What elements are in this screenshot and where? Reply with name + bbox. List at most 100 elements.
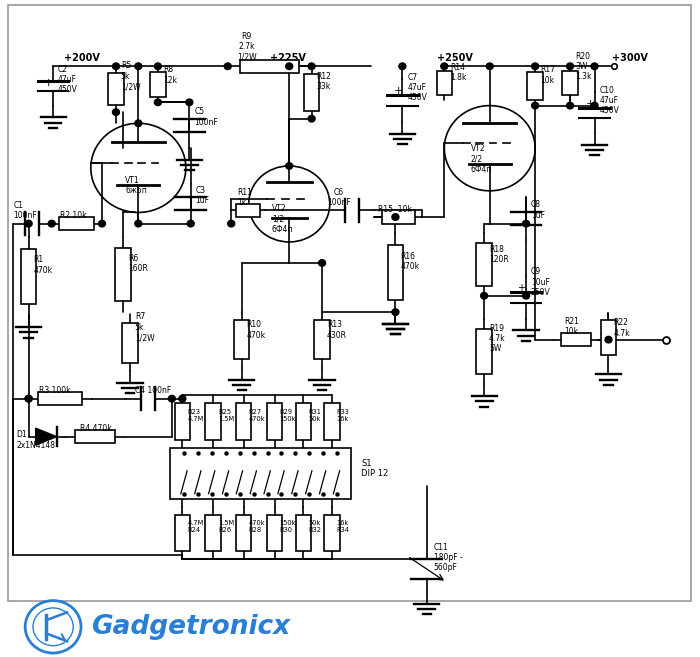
Text: +200V: +200V — [64, 53, 99, 63]
Text: C9
10uF
250V: C9 10uF 250V — [531, 267, 551, 297]
Circle shape — [308, 116, 315, 122]
Circle shape — [155, 99, 162, 106]
Text: 1.5M
R26: 1.5M R26 — [218, 520, 234, 533]
Circle shape — [113, 63, 120, 70]
Bar — [60, 217, 94, 230]
Text: 16k
R34: 16k R34 — [337, 520, 350, 533]
Circle shape — [566, 102, 573, 109]
Bar — [150, 72, 166, 97]
Polygon shape — [36, 428, 57, 445]
Circle shape — [99, 220, 106, 227]
Bar — [324, 403, 340, 440]
Circle shape — [25, 396, 32, 402]
Bar — [205, 403, 220, 440]
Circle shape — [591, 102, 598, 109]
Text: R12
33k: R12 33k — [316, 72, 331, 91]
Bar — [76, 430, 115, 443]
Text: R22
4.7k: R22 4.7k — [613, 318, 630, 338]
Circle shape — [25, 600, 81, 653]
Bar — [171, 448, 351, 499]
Text: C10
47uF
450V: C10 47uF 450V — [599, 85, 620, 116]
Bar — [561, 333, 592, 346]
Text: R5
5k
1/2W: R5 5k 1/2W — [121, 61, 141, 91]
Text: R20
3W
1.3k: R20 3W 1.3k — [575, 51, 592, 81]
Text: R2 10k: R2 10k — [60, 212, 87, 220]
Text: C3
1uF: C3 1uF — [195, 186, 209, 205]
Circle shape — [399, 63, 406, 70]
Circle shape — [135, 63, 142, 70]
Bar — [314, 321, 330, 359]
Text: R33
16k: R33 16k — [337, 409, 349, 422]
Text: S1
DIP 12: S1 DIP 12 — [361, 459, 388, 478]
Circle shape — [135, 120, 142, 127]
Text: R3 100k: R3 100k — [39, 386, 71, 396]
Bar — [122, 323, 138, 363]
Bar — [108, 73, 124, 105]
Text: C4 100nF: C4 100nF — [135, 386, 171, 396]
Bar — [388, 245, 403, 300]
Text: +225V: +225V — [270, 53, 305, 63]
Text: 4.7M
R24: 4.7M R24 — [187, 520, 204, 533]
Circle shape — [318, 260, 326, 266]
Text: VT2
1/2
6Ф4п: VT2 1/2 6Ф4п — [272, 204, 293, 234]
Circle shape — [523, 220, 529, 227]
Bar — [236, 514, 251, 551]
Text: +: + — [585, 99, 595, 108]
Text: R25
1.5M: R25 1.5M — [218, 409, 234, 422]
Circle shape — [25, 396, 32, 402]
Text: VT1
6ж5п: VT1 6ж5п — [125, 176, 147, 195]
Bar — [527, 72, 542, 100]
Text: +: + — [44, 78, 53, 87]
Text: R14
1.8k: R14 1.8k — [450, 62, 466, 82]
Bar — [205, 514, 220, 551]
Bar — [437, 72, 452, 95]
Text: Gadgetronicx: Gadgetronicx — [92, 614, 290, 640]
Bar — [21, 248, 36, 304]
Circle shape — [566, 63, 573, 70]
Text: R31
50k: R31 50k — [308, 409, 321, 422]
Text: C7
47uF
450V: C7 47uF 450V — [407, 72, 427, 102]
Text: 50k
R32: 50k R32 — [308, 520, 321, 533]
Circle shape — [25, 220, 32, 227]
Bar — [601, 320, 616, 355]
Circle shape — [187, 220, 194, 227]
Circle shape — [248, 166, 330, 242]
Text: C2
47uF
450V: C2 47uF 450V — [58, 64, 78, 95]
Bar — [295, 514, 311, 551]
Circle shape — [486, 63, 493, 70]
Circle shape — [605, 336, 612, 343]
Text: R8
12k: R8 12k — [163, 65, 177, 85]
Circle shape — [531, 102, 538, 109]
Text: C8
1uF: C8 1uF — [531, 200, 545, 219]
Circle shape — [392, 309, 399, 315]
Text: VT2
2/2
6Ф4п: VT2 2/2 6Ф4п — [471, 144, 492, 173]
Circle shape — [444, 106, 535, 191]
Text: D1
2x1N4148: D1 2x1N4148 — [16, 430, 55, 450]
Circle shape — [523, 292, 529, 299]
Circle shape — [308, 63, 315, 70]
Text: R23
4.7M: R23 4.7M — [187, 409, 204, 422]
Circle shape — [91, 124, 186, 212]
Circle shape — [228, 220, 234, 227]
Bar — [236, 403, 251, 440]
Text: R19
4.7k
5W: R19 4.7k 5W — [489, 324, 505, 353]
Text: 470k
R28: 470k R28 — [248, 520, 265, 533]
Circle shape — [286, 63, 293, 70]
Circle shape — [113, 109, 120, 116]
Bar — [267, 403, 282, 440]
Text: 150k
R30: 150k R30 — [279, 520, 296, 533]
Text: +: + — [393, 86, 402, 96]
Circle shape — [286, 163, 293, 170]
Text: +250V: +250V — [438, 53, 473, 63]
Circle shape — [441, 63, 448, 70]
Text: +: + — [517, 283, 525, 293]
Circle shape — [48, 220, 55, 227]
Text: R4 470k: R4 470k — [80, 424, 111, 434]
Circle shape — [33, 608, 74, 646]
Text: R16
470k: R16 470k — [400, 252, 419, 271]
Bar — [174, 514, 190, 551]
Text: R11
1k: R11 1k — [237, 188, 252, 207]
Bar — [38, 392, 82, 405]
Bar — [477, 328, 492, 374]
Text: C11
180pF -
560pF: C11 180pF - 560pF — [434, 543, 463, 572]
